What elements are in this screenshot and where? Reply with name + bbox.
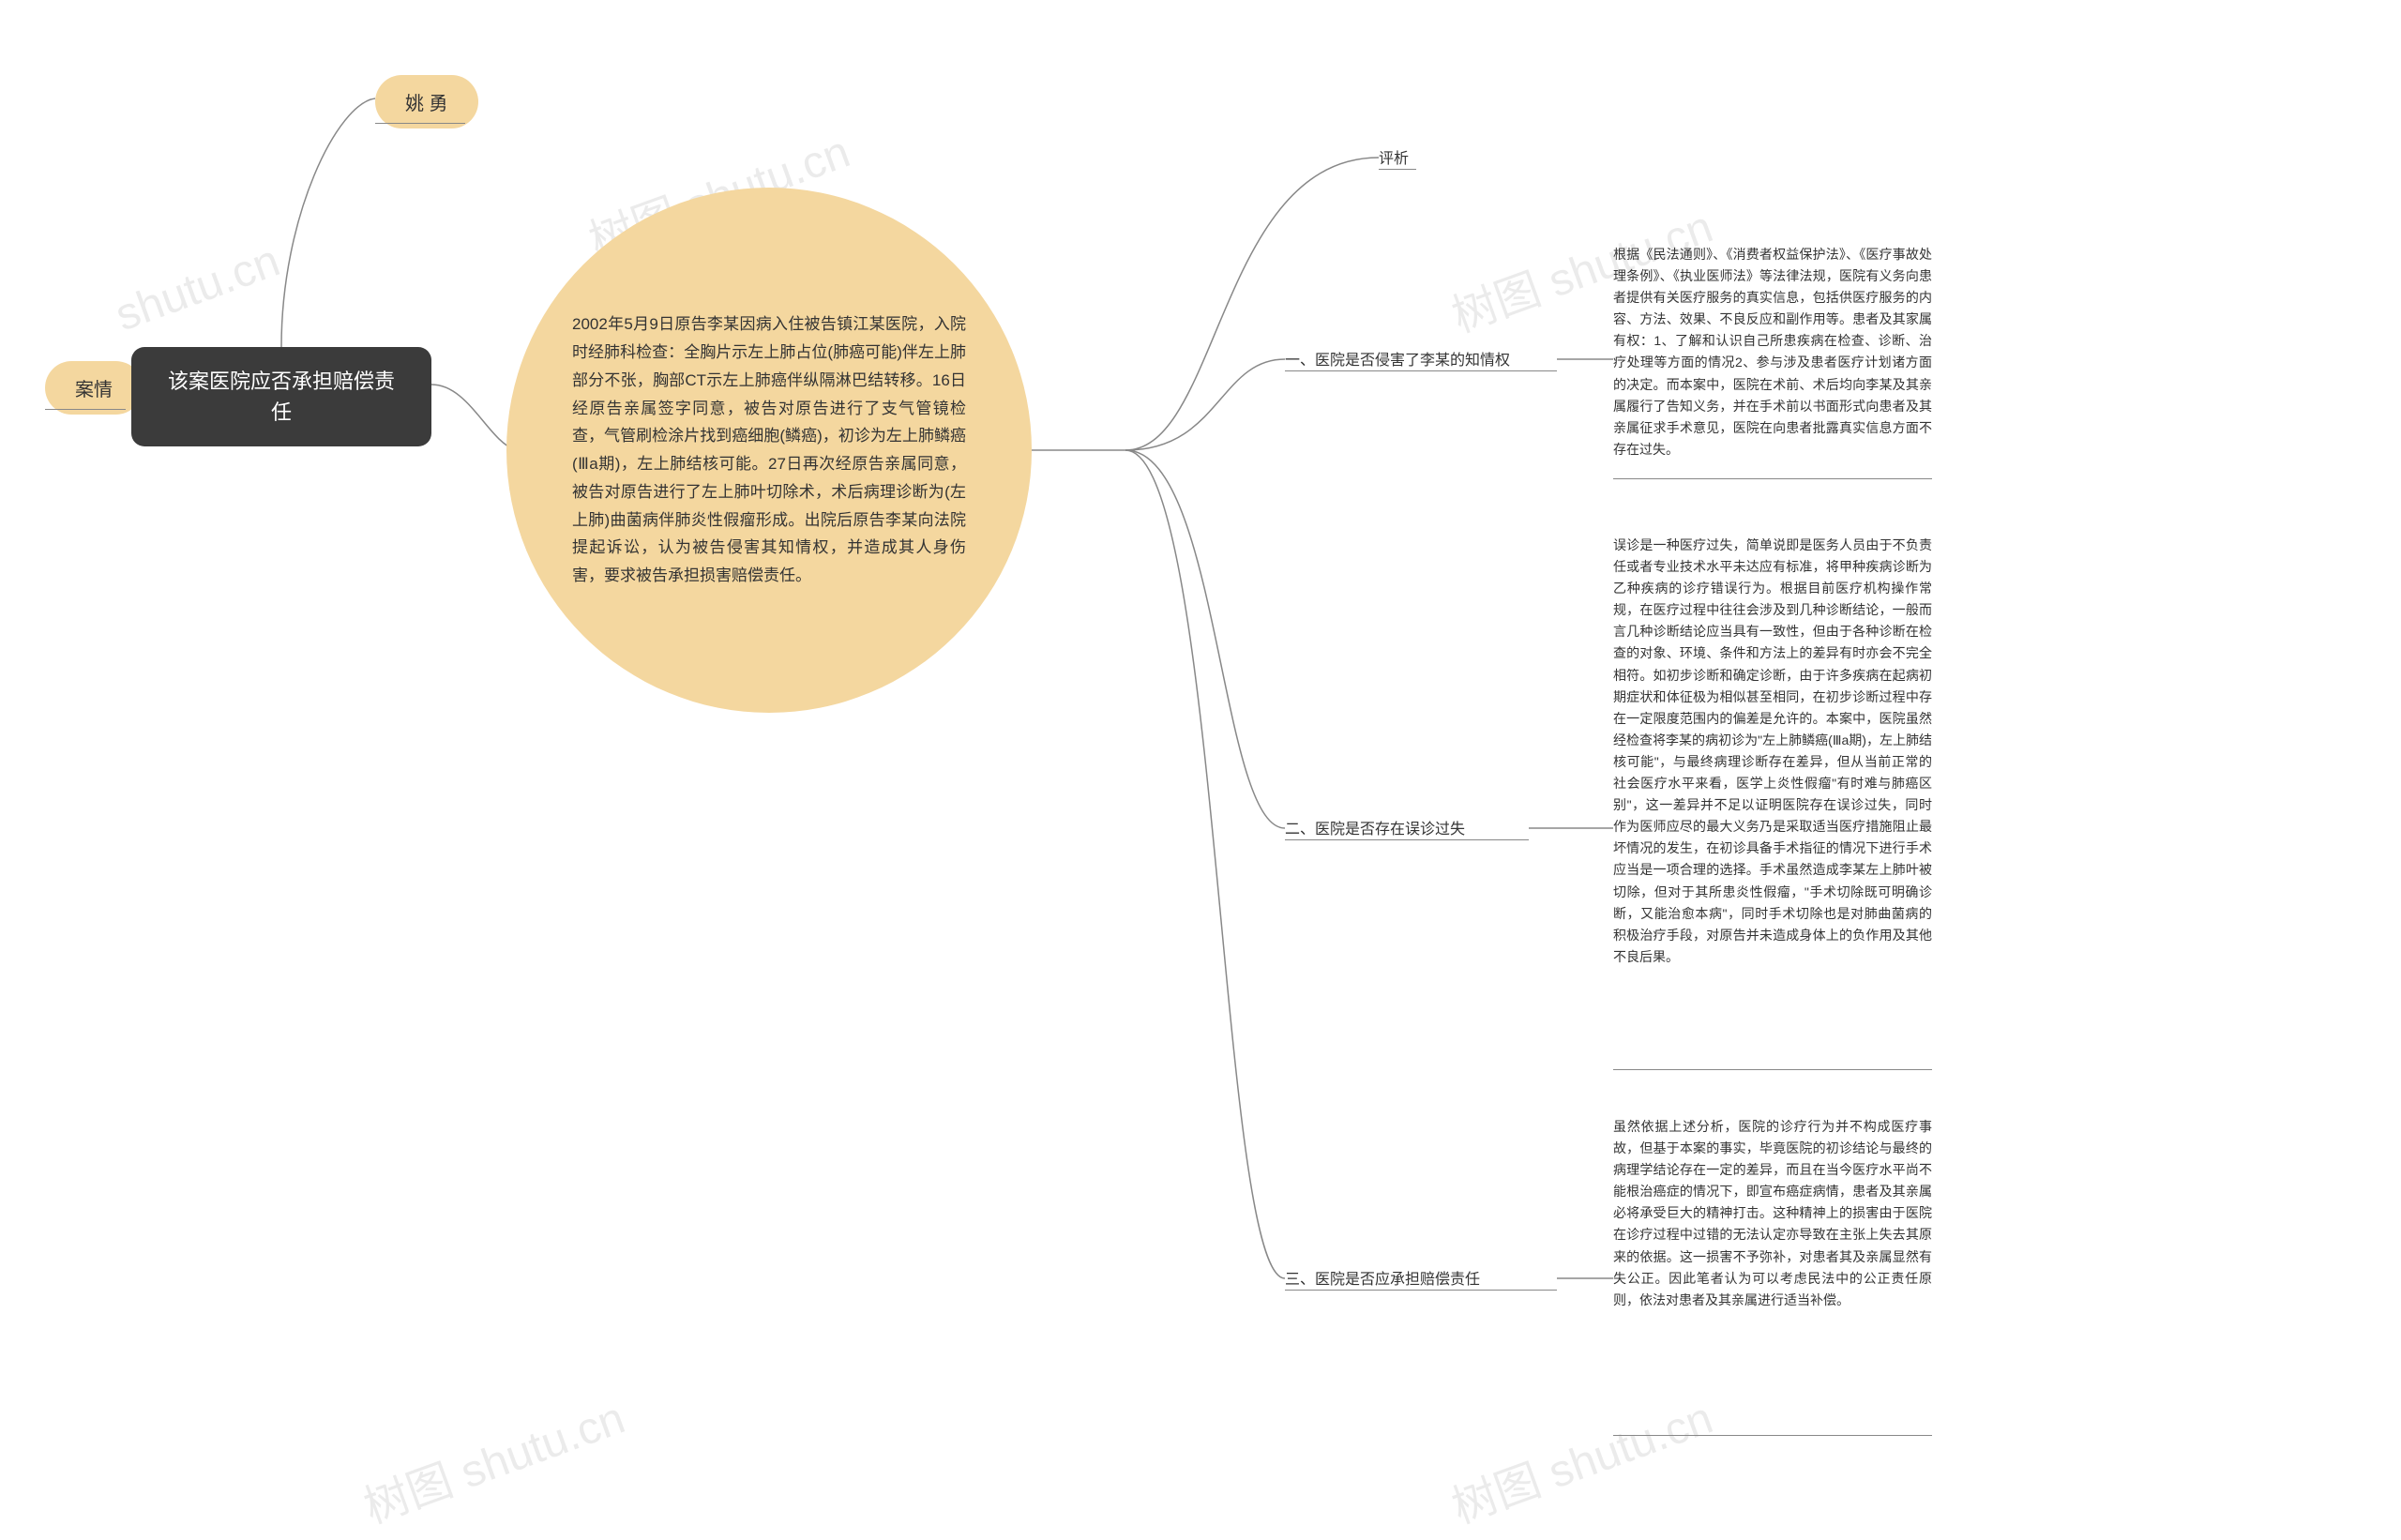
- section1-label: 一、医院是否侵害了李某的知情权: [1285, 347, 1510, 370]
- author-text: 姚 勇: [405, 88, 448, 115]
- section2-body: 误诊是一种医疗过失，简单说即是医务人员由于不负责任或者专业技术水平未达应有标准，…: [1613, 535, 1932, 968]
- author-underline: [375, 123, 465, 124]
- section2-body-text: 误诊是一种医疗过失，简单说即是医务人员由于不负责任或者专业技术水平未达应有标准，…: [1613, 535, 1932, 968]
- section2-label-underline: [1285, 839, 1529, 840]
- section1-body: 根据《民法通则》、《消费者权益保护法》、《医疗事故处理条例》、《执业医师法》等法…: [1613, 244, 1932, 460]
- root-title: 该案医院应否承担赔偿责任: [159, 366, 403, 428]
- section1-label-underline: [1285, 370, 1557, 371]
- section2-body-underline: [1613, 1069, 1932, 1070]
- eval-label-text: 评析: [1379, 145, 1409, 168]
- section3-body: 虽然依据上述分析，医院的诊疗行为并不构成医疗事故，但基于本案的事实，毕竟医院的初…: [1613, 1116, 1932, 1311]
- section3-label-text: 三、医院是否应承担赔偿责任: [1285, 1266, 1480, 1289]
- case-body-node: 2002年5月9日原告李某因病入住被告镇江某医院，入院时经肺科检查：全胸片示左上…: [506, 188, 1032, 713]
- case-body-text: 2002年5月9日原告李某因病入住被告镇江某医院，入院时经肺科检查：全胸片示左上…: [572, 310, 966, 590]
- section3-label: 三、医院是否应承担赔偿责任: [1285, 1266, 1480, 1289]
- section1-body-text: 根据《民法通则》、《消费者权益保护法》、《医疗事故处理条例》、《执业医师法》等法…: [1613, 244, 1932, 460]
- section2-label: 二、医院是否存在误诊过失: [1285, 816, 1465, 838]
- watermark: 树图 shutu.cn: [354, 1381, 632, 1535]
- section1-body-underline: [1613, 478, 1932, 479]
- section3-label-underline: [1285, 1290, 1557, 1291]
- author-node: 姚 勇: [375, 75, 478, 128]
- section3-body-underline: [1613, 1435, 1932, 1436]
- connector-lines: [0, 0, 2401, 1540]
- section2-label-text: 二、医院是否存在误诊过失: [1285, 816, 1465, 838]
- watermark: 树图 shutu.cn: [1442, 1381, 1720, 1535]
- section1-label-text: 一、医院是否侵害了李某的知情权: [1285, 347, 1510, 370]
- eval-label: 评析: [1379, 145, 1409, 168]
- root-node: 该案医院应否承担赔偿责任: [131, 347, 431, 446]
- case-label-underline: [45, 409, 126, 410]
- eval-underline: [1379, 169, 1416, 170]
- section3-body-text: 虽然依据上述分析，医院的诊疗行为并不构成医疗事故，但基于本案的事实，毕竟医院的初…: [1613, 1116, 1932, 1311]
- case-label-text: 案情: [75, 374, 113, 401]
- watermark: shutu.cn: [109, 235, 286, 342]
- case-label-node: 案情: [45, 361, 143, 415]
